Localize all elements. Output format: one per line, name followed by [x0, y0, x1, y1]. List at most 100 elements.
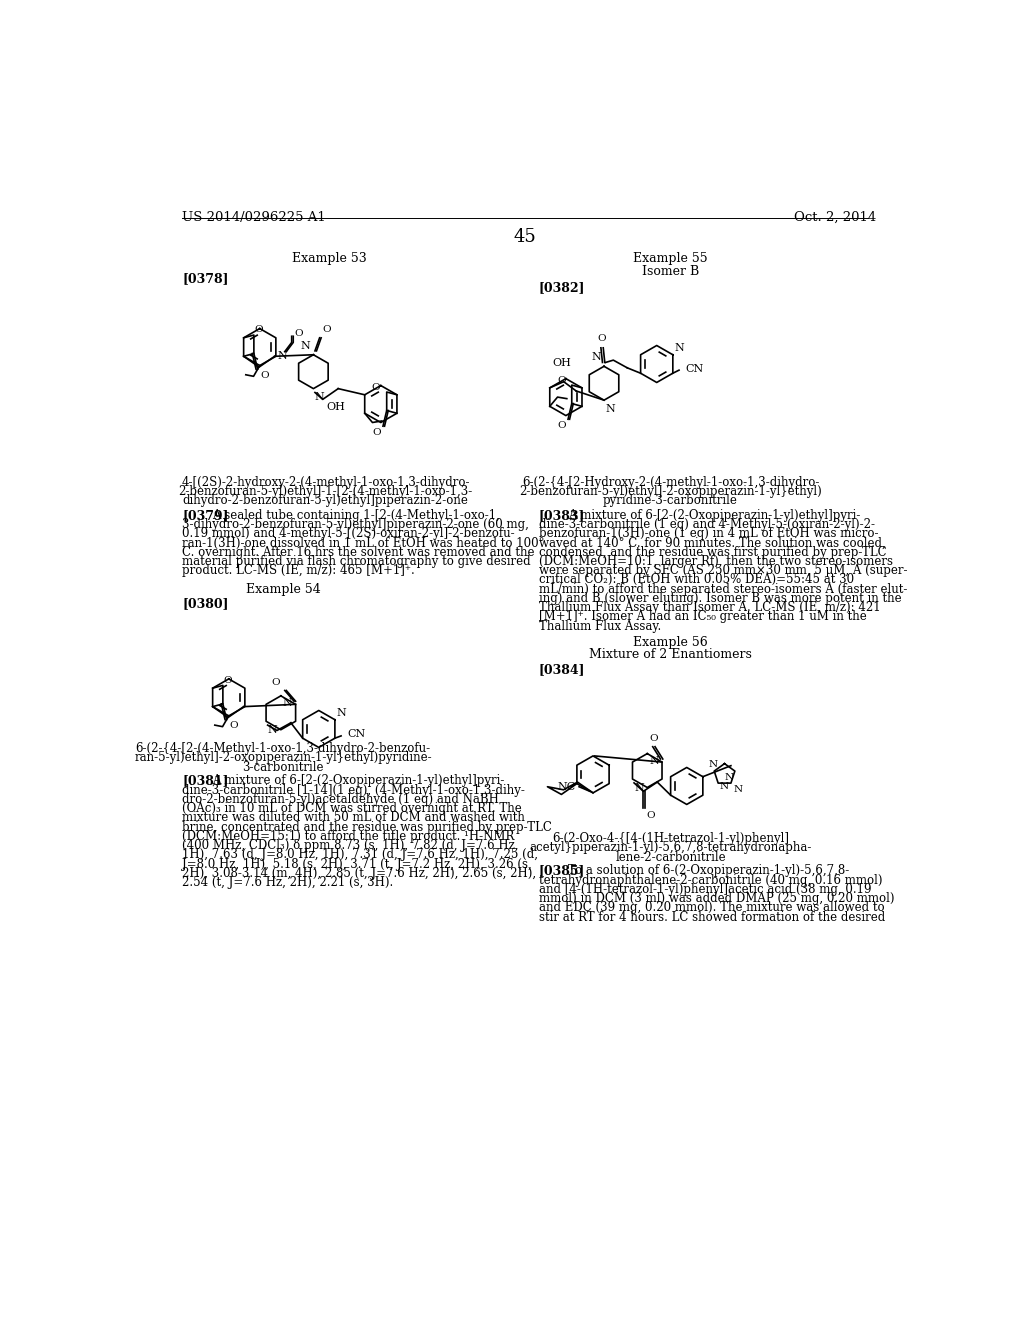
- Text: O: O: [271, 677, 281, 686]
- Text: O: O: [229, 721, 238, 730]
- Text: [0384]: [0384]: [539, 664, 586, 677]
- Text: N: N: [724, 774, 733, 783]
- Text: N: N: [300, 341, 310, 351]
- Text: [0385]: [0385]: [539, 865, 585, 878]
- Text: product. LC-MS (IE, m/z): 465 [M+1]⁺.: product. LC-MS (IE, m/z): 465 [M+1]⁺.: [182, 564, 415, 577]
- Text: N: N: [605, 404, 615, 414]
- Text: CN: CN: [685, 363, 703, 374]
- Text: O: O: [295, 329, 303, 338]
- Text: Example 54: Example 54: [246, 583, 321, 597]
- Text: US 2014/0296225 A1: US 2014/0296225 A1: [182, 211, 326, 224]
- Text: acetyl}piperazin-1-yl)-5,6,7,8-tetrahydronapha-: acetyl}piperazin-1-yl)-5,6,7,8-tetrahydr…: [529, 841, 812, 854]
- Text: [0382]: [0382]: [539, 281, 586, 294]
- Text: dine-3-carbonitrile [1-14](1 eq), (4-Methyl-1-oxo-1,3-dihy-: dine-3-carbonitrile [1-14](1 eq), (4-Met…: [182, 784, 525, 797]
- Text: dine-3-carbonitrile (1 eq) and 4-Methyl-5-(oxiran-2-yl)-2-: dine-3-carbonitrile (1 eq) and 4-Methyl-…: [539, 517, 874, 531]
- Text: O: O: [557, 376, 565, 385]
- Text: 2-benzofuran-5-yl)ethyl]-2-oxopiperazin-1-yl}ethyl): 2-benzofuran-5-yl)ethyl]-2-oxopiperazin-…: [519, 484, 822, 498]
- Text: J=8.0 Hz, 1H), 5.18 (s, 2H), 3.71 (t, J=7.2 Hz, 2H), 3.26 (s,: J=8.0 Hz, 1H), 5.18 (s, 2H), 3.71 (t, J=…: [182, 858, 532, 871]
- Text: were separated by SFC (AS 250 mm×30 mm, 5 μM, A (super-: were separated by SFC (AS 250 mm×30 mm, …: [539, 564, 907, 577]
- Text: N: N: [592, 352, 602, 363]
- Text: To a solution of 6-(2-Oxopiperazin-1-yl)-5,6,7,8-: To a solution of 6-(2-Oxopiperazin-1-yl)…: [568, 865, 850, 878]
- Text: O: O: [322, 325, 331, 334]
- Text: 6-(2-{4-[2-Hydroxy-2-(4-methyl-1-oxo-1,3-dihydro-: 6-(2-{4-[2-Hydroxy-2-(4-methyl-1-oxo-1,3…: [522, 475, 819, 488]
- Text: O: O: [649, 734, 657, 743]
- Text: [0380]: [0380]: [182, 598, 228, 610]
- Text: Mixture of 2 Enantiomers: Mixture of 2 Enantiomers: [589, 648, 752, 661]
- Text: OH: OH: [552, 358, 570, 368]
- Text: Isomer B: Isomer B: [642, 264, 699, 277]
- Text: Example 56: Example 56: [633, 636, 708, 649]
- Text: Example 55: Example 55: [633, 252, 708, 265]
- Text: N: N: [337, 709, 346, 718]
- Text: and [4-(1H-tetrazol-1-yl)phenyl]acetic acid (38 mg, 0.19: and [4-(1H-tetrazol-1-yl)phenyl]acetic a…: [539, 883, 871, 896]
- Text: 0.19 mmol) and 4-methyl-5-[(2S)-oxiran-2-yl]-2-benzofu-: 0.19 mmol) and 4-methyl-5-[(2S)-oxiran-2…: [182, 527, 515, 540]
- Text: N: N: [709, 760, 717, 768]
- Text: O: O: [260, 371, 268, 380]
- Text: [0379]: [0379]: [182, 508, 228, 521]
- Text: 6-(2-{4-[2-(4-Methyl-1-oxo-1,3-dihydro-2-benzofu-: 6-(2-{4-[2-(4-Methyl-1-oxo-1,3-dihydro-2…: [135, 742, 430, 755]
- Text: Example 53: Example 53: [292, 252, 367, 265]
- Text: [0381]: [0381]: [182, 775, 228, 788]
- Text: 3-carbonitrile: 3-carbonitrile: [243, 760, 324, 774]
- Text: 2-benzofuran-5-yl)ethyl]-1-[2-(4-methyl-1-oxo-1,3-: 2-benzofuran-5-yl)ethyl]-1-[2-(4-methyl-…: [178, 484, 473, 498]
- Text: pyridine-3-carbonitrile: pyridine-3-carbonitrile: [603, 494, 738, 507]
- Text: waved at 140° C. for 90 minutes. The solution was cooled,: waved at 140° C. for 90 minutes. The sol…: [539, 536, 886, 549]
- Text: N: N: [267, 725, 278, 735]
- Text: 45: 45: [513, 227, 537, 246]
- Text: 6-(2-Oxo-4-{[4-(1H-tetrazol-1-yl)phenyl]: 6-(2-Oxo-4-{[4-(1H-tetrazol-1-yl)phenyl]: [552, 832, 790, 845]
- Text: [M+1]⁺. Isomer A had an IC₅₀ greater than 1 uM in the: [M+1]⁺. Isomer A had an IC₅₀ greater tha…: [539, 610, 866, 623]
- Text: [0383]: [0383]: [539, 508, 585, 521]
- Text: N: N: [720, 781, 729, 791]
- Text: OH: OH: [327, 401, 345, 412]
- Text: N: N: [675, 343, 684, 354]
- Text: Thallium Flux Assay.: Thallium Flux Assay.: [539, 619, 662, 632]
- Text: mmol) in DCM (3 ml) was added DMAP (25 mg, 0.20 mmol): mmol) in DCM (3 ml) was added DMAP (25 m…: [539, 892, 894, 906]
- Text: dihydro-2-benzofuran-5-yl)ethyl]piperazin-2-one: dihydro-2-benzofuran-5-yl)ethyl]piperazi…: [182, 494, 469, 507]
- Text: ran-1(3H)-one dissolved in 1 mL of EtOH was heated to 100°: ran-1(3H)-one dissolved in 1 mL of EtOH …: [182, 536, 545, 549]
- Text: and EDC (39 mg, 0.20 mmol). The mixture was allowed to: and EDC (39 mg, 0.20 mmol). The mixture …: [539, 902, 885, 915]
- Text: [0378]: [0378]: [182, 272, 228, 285]
- Text: A mixture of 6-[2-(2-Oxopiperazin-1-yl)ethyl]pyri-: A mixture of 6-[2-(2-Oxopiperazin-1-yl)e…: [212, 775, 504, 788]
- Text: ran-5-yl)ethyl]-2-oxopiperazin-1-yl}ethyl)pyridine-: ran-5-yl)ethyl]-2-oxopiperazin-1-yl}ethy…: [134, 751, 432, 764]
- Text: (OAc)₃ in 10 mL of DCM was stirred overnight at RT. The: (OAc)₃ in 10 mL of DCM was stirred overn…: [182, 803, 522, 816]
- Text: N: N: [649, 755, 658, 766]
- Text: 2.54 (t, J=7.6 Hz, 2H), 2.21 (s, 3H).: 2.54 (t, J=7.6 Hz, 2H), 2.21 (s, 3H).: [182, 876, 393, 890]
- Text: brine, concentrated and the residue was purified by prep-TLC: brine, concentrated and the residue was …: [182, 821, 552, 834]
- Text: CN: CN: [347, 729, 366, 739]
- Text: O: O: [255, 325, 263, 334]
- Text: O: O: [372, 383, 381, 392]
- Text: critical CO₂): B (EtOH with 0.05% DEA)=55:45 at 30: critical CO₂): B (EtOH with 0.05% DEA)=5…: [539, 573, 854, 586]
- Text: stir at RT for 4 hours. LC showed formation of the desired: stir at RT for 4 hours. LC showed format…: [539, 911, 885, 924]
- Text: A sealed tube containing 1-[2-(4-Methyl-1-oxo-1,: A sealed tube containing 1-[2-(4-Methyl-…: [212, 508, 500, 521]
- Text: lene-2-carbonitrile: lene-2-carbonitrile: [615, 850, 726, 863]
- Text: O: O: [646, 810, 655, 820]
- Text: O: O: [372, 428, 381, 437]
- Text: N: N: [634, 783, 644, 793]
- Text: N: N: [733, 784, 742, 793]
- Text: O: O: [597, 334, 606, 343]
- Text: ing) and B (slower eluting). Isomer B was more potent in the: ing) and B (slower eluting). Isomer B wa…: [539, 591, 901, 605]
- Text: mL/min) to afford the separated stereo-isomers A (faster elut-: mL/min) to afford the separated stereo-i…: [539, 582, 907, 595]
- Text: N: N: [283, 698, 293, 708]
- Text: 1H), 7.63 (d, J=8.0 Hz, 1H), 7.31 (d, J=7.6 Hz, 1H), 7.25 (d,: 1H), 7.63 (d, J=8.0 Hz, 1H), 7.31 (d, J=…: [182, 849, 539, 862]
- Text: Thallium Flux Assay than Isomer A. LC-MS (IE, m/z): 421: Thallium Flux Assay than Isomer A. LC-MS…: [539, 601, 881, 614]
- Text: A mixture of 6-[2-(2-Oxopiperazin-1-yl)ethyl]pyri-: A mixture of 6-[2-(2-Oxopiperazin-1-yl)e…: [568, 508, 860, 521]
- Text: (400 MHz, CDCl₃) δ ppm 8.73 (s, 1H), 7.82 (d, J=7.6 Hz,: (400 MHz, CDCl₃) δ ppm 8.73 (s, 1H), 7.8…: [182, 840, 519, 853]
- Text: (DCM:MeOH=15:1) to afford the title product. ¹H-NMR: (DCM:MeOH=15:1) to afford the title prod…: [182, 830, 515, 843]
- Text: O: O: [223, 676, 232, 685]
- Text: O: O: [557, 421, 565, 430]
- Text: 4-[(2S)-2-hydroxy-2-(4-methyl-1-oxo-1,3-dihydro-: 4-[(2S)-2-hydroxy-2-(4-methyl-1-oxo-1,3-…: [181, 475, 470, 488]
- Text: (DCM:MeOH=10:1, larger Rf), then the two stereo-isomers: (DCM:MeOH=10:1, larger Rf), then the two…: [539, 554, 893, 568]
- Text: Oct. 2, 2014: Oct. 2, 2014: [795, 211, 877, 224]
- Text: material purified via flash chromatography to give desired: material purified via flash chromatograp…: [182, 554, 530, 568]
- Text: condensed, and the residue was first purified by prep-TLC: condensed, and the residue was first pur…: [539, 545, 887, 558]
- Text: dro-2-benzofuran-5-yl)acetaldehyde (1 eq) and NaBH: dro-2-benzofuran-5-yl)acetaldehyde (1 eq…: [182, 793, 499, 807]
- Text: NC: NC: [558, 781, 575, 792]
- Text: mixture was diluted with 50 mL of DCM and washed with: mixture was diluted with 50 mL of DCM an…: [182, 812, 525, 825]
- Text: N: N: [315, 392, 325, 403]
- Text: 2H), 3.08-3.14 (m, 4H), 2.85 (t, J=7.6 Hz, 2H), 2.65 (s, 2H),: 2H), 3.08-3.14 (m, 4H), 2.85 (t, J=7.6 H…: [182, 867, 537, 880]
- Text: benzofuran-1(3H)-one (1 eq) in 4 mL of EtOH was micro-: benzofuran-1(3H)-one (1 eq) in 4 mL of E…: [539, 527, 879, 540]
- Text: C. overnight. After 16 hrs the solvent was removed and the: C. overnight. After 16 hrs the solvent w…: [182, 545, 535, 558]
- Text: tetrahydronaphthalene-2-carbonitrile (40 mg, 0.16 mmol): tetrahydronaphthalene-2-carbonitrile (40…: [539, 874, 883, 887]
- Text: 3-dihydro-2-benzofuran-5-yl)ethyl]piperazin-2-one (60 mg,: 3-dihydro-2-benzofuran-5-yl)ethyl]pipera…: [182, 517, 529, 531]
